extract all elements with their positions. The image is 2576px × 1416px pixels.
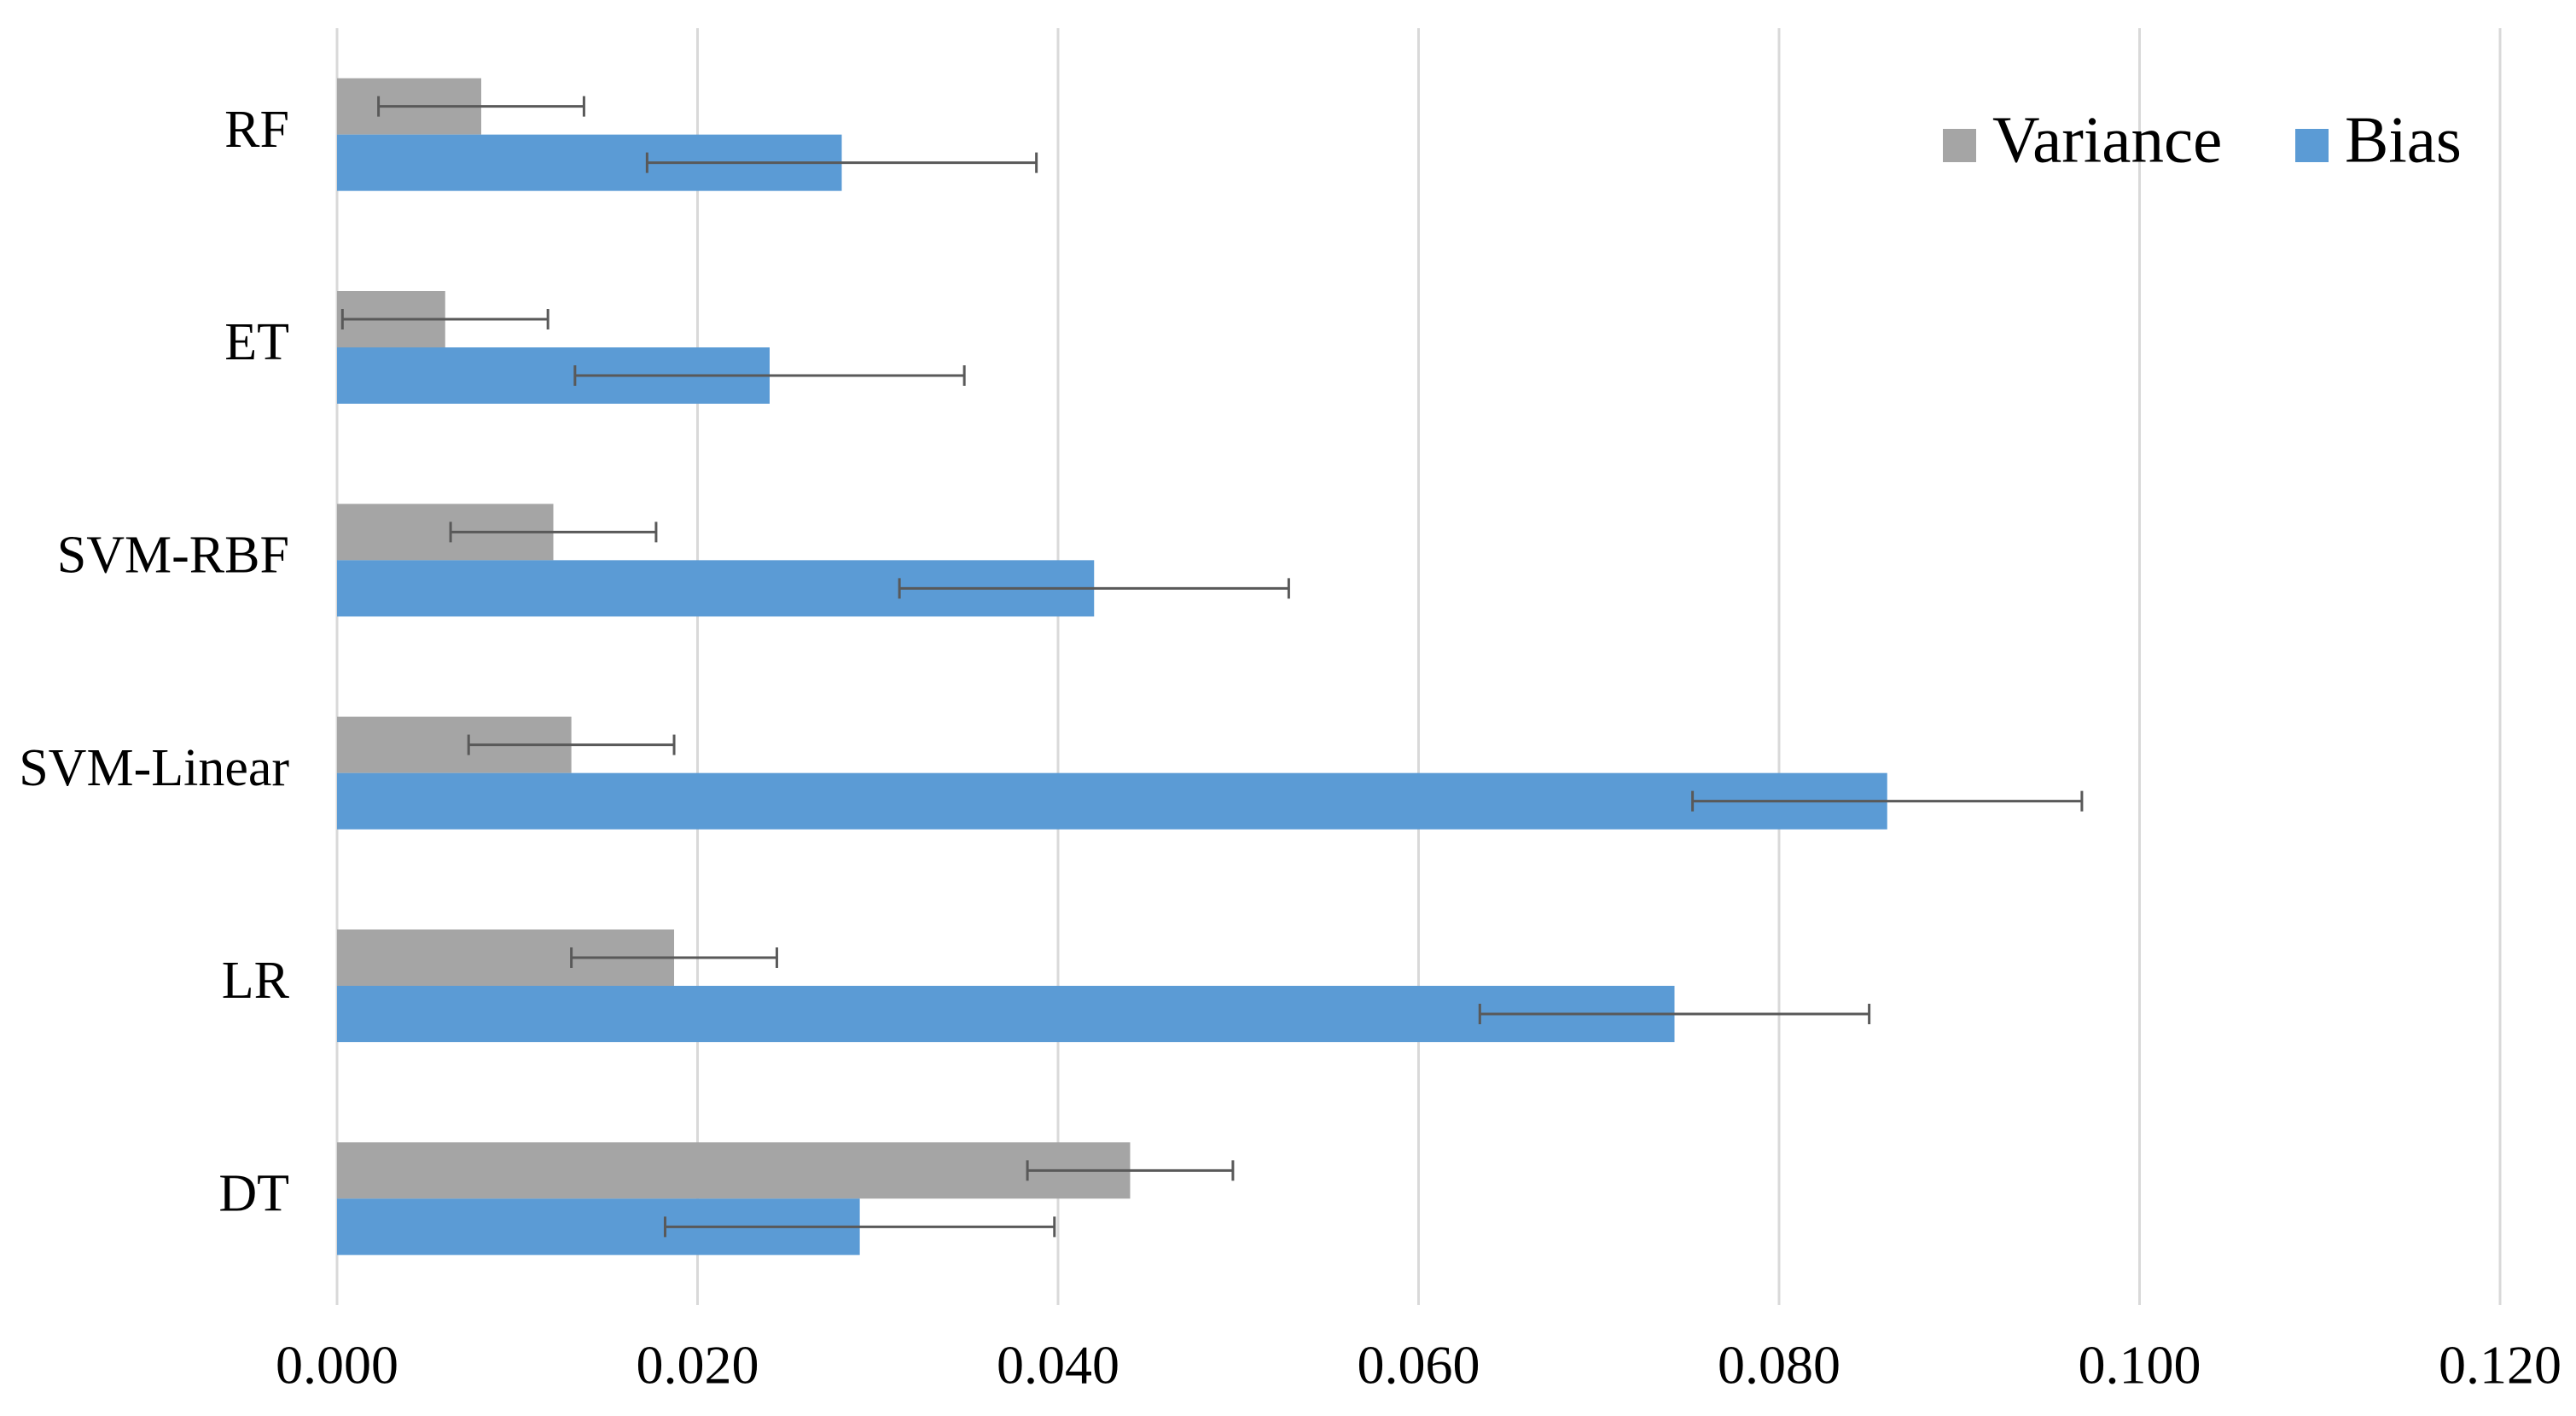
bar: [337, 986, 1675, 1042]
error-bar: [377, 96, 585, 117]
x-tick-label: 0.020: [637, 1335, 759, 1396]
error-bar: [467, 734, 676, 755]
bar: [337, 772, 1887, 830]
y-tick-label: ET: [224, 313, 289, 371]
legend-label: Variance: [1992, 103, 2222, 177]
y-tick-label: DT: [218, 1165, 289, 1223]
y-tick-label: SVM-RBF: [57, 527, 289, 585]
x-tick-label: 0.000: [276, 1335, 398, 1396]
error-bar: [1478, 1004, 1871, 1024]
error-bar: [1691, 790, 2084, 812]
x-tick-label: 0.080: [1718, 1335, 1840, 1396]
y-tick-label: RF: [224, 101, 289, 159]
legend-swatch: [2295, 129, 2329, 162]
x-tick-label: 0.100: [2079, 1335, 2201, 1396]
bar: [337, 1142, 1131, 1199]
error-bar: [1026, 1160, 1235, 1181]
error-bar: [449, 522, 658, 543]
x-tick-label: 0.040: [997, 1335, 1119, 1396]
x-tick-label: 0.060: [1358, 1335, 1480, 1396]
error-bar: [340, 309, 550, 329]
y-tick-label: SVM-Linear: [19, 739, 289, 797]
error-bar: [898, 578, 1290, 599]
error-bar: [645, 152, 1038, 173]
legend-swatch: [1943, 129, 1976, 162]
error-bar: [573, 365, 966, 386]
legend-label: Bias: [2345, 103, 2462, 177]
error-bar: [570, 947, 778, 968]
x-tick-label: 0.120: [2439, 1335, 2561, 1396]
y-tick-label: LR: [222, 952, 290, 1010]
error-bar: [663, 1216, 1056, 1238]
